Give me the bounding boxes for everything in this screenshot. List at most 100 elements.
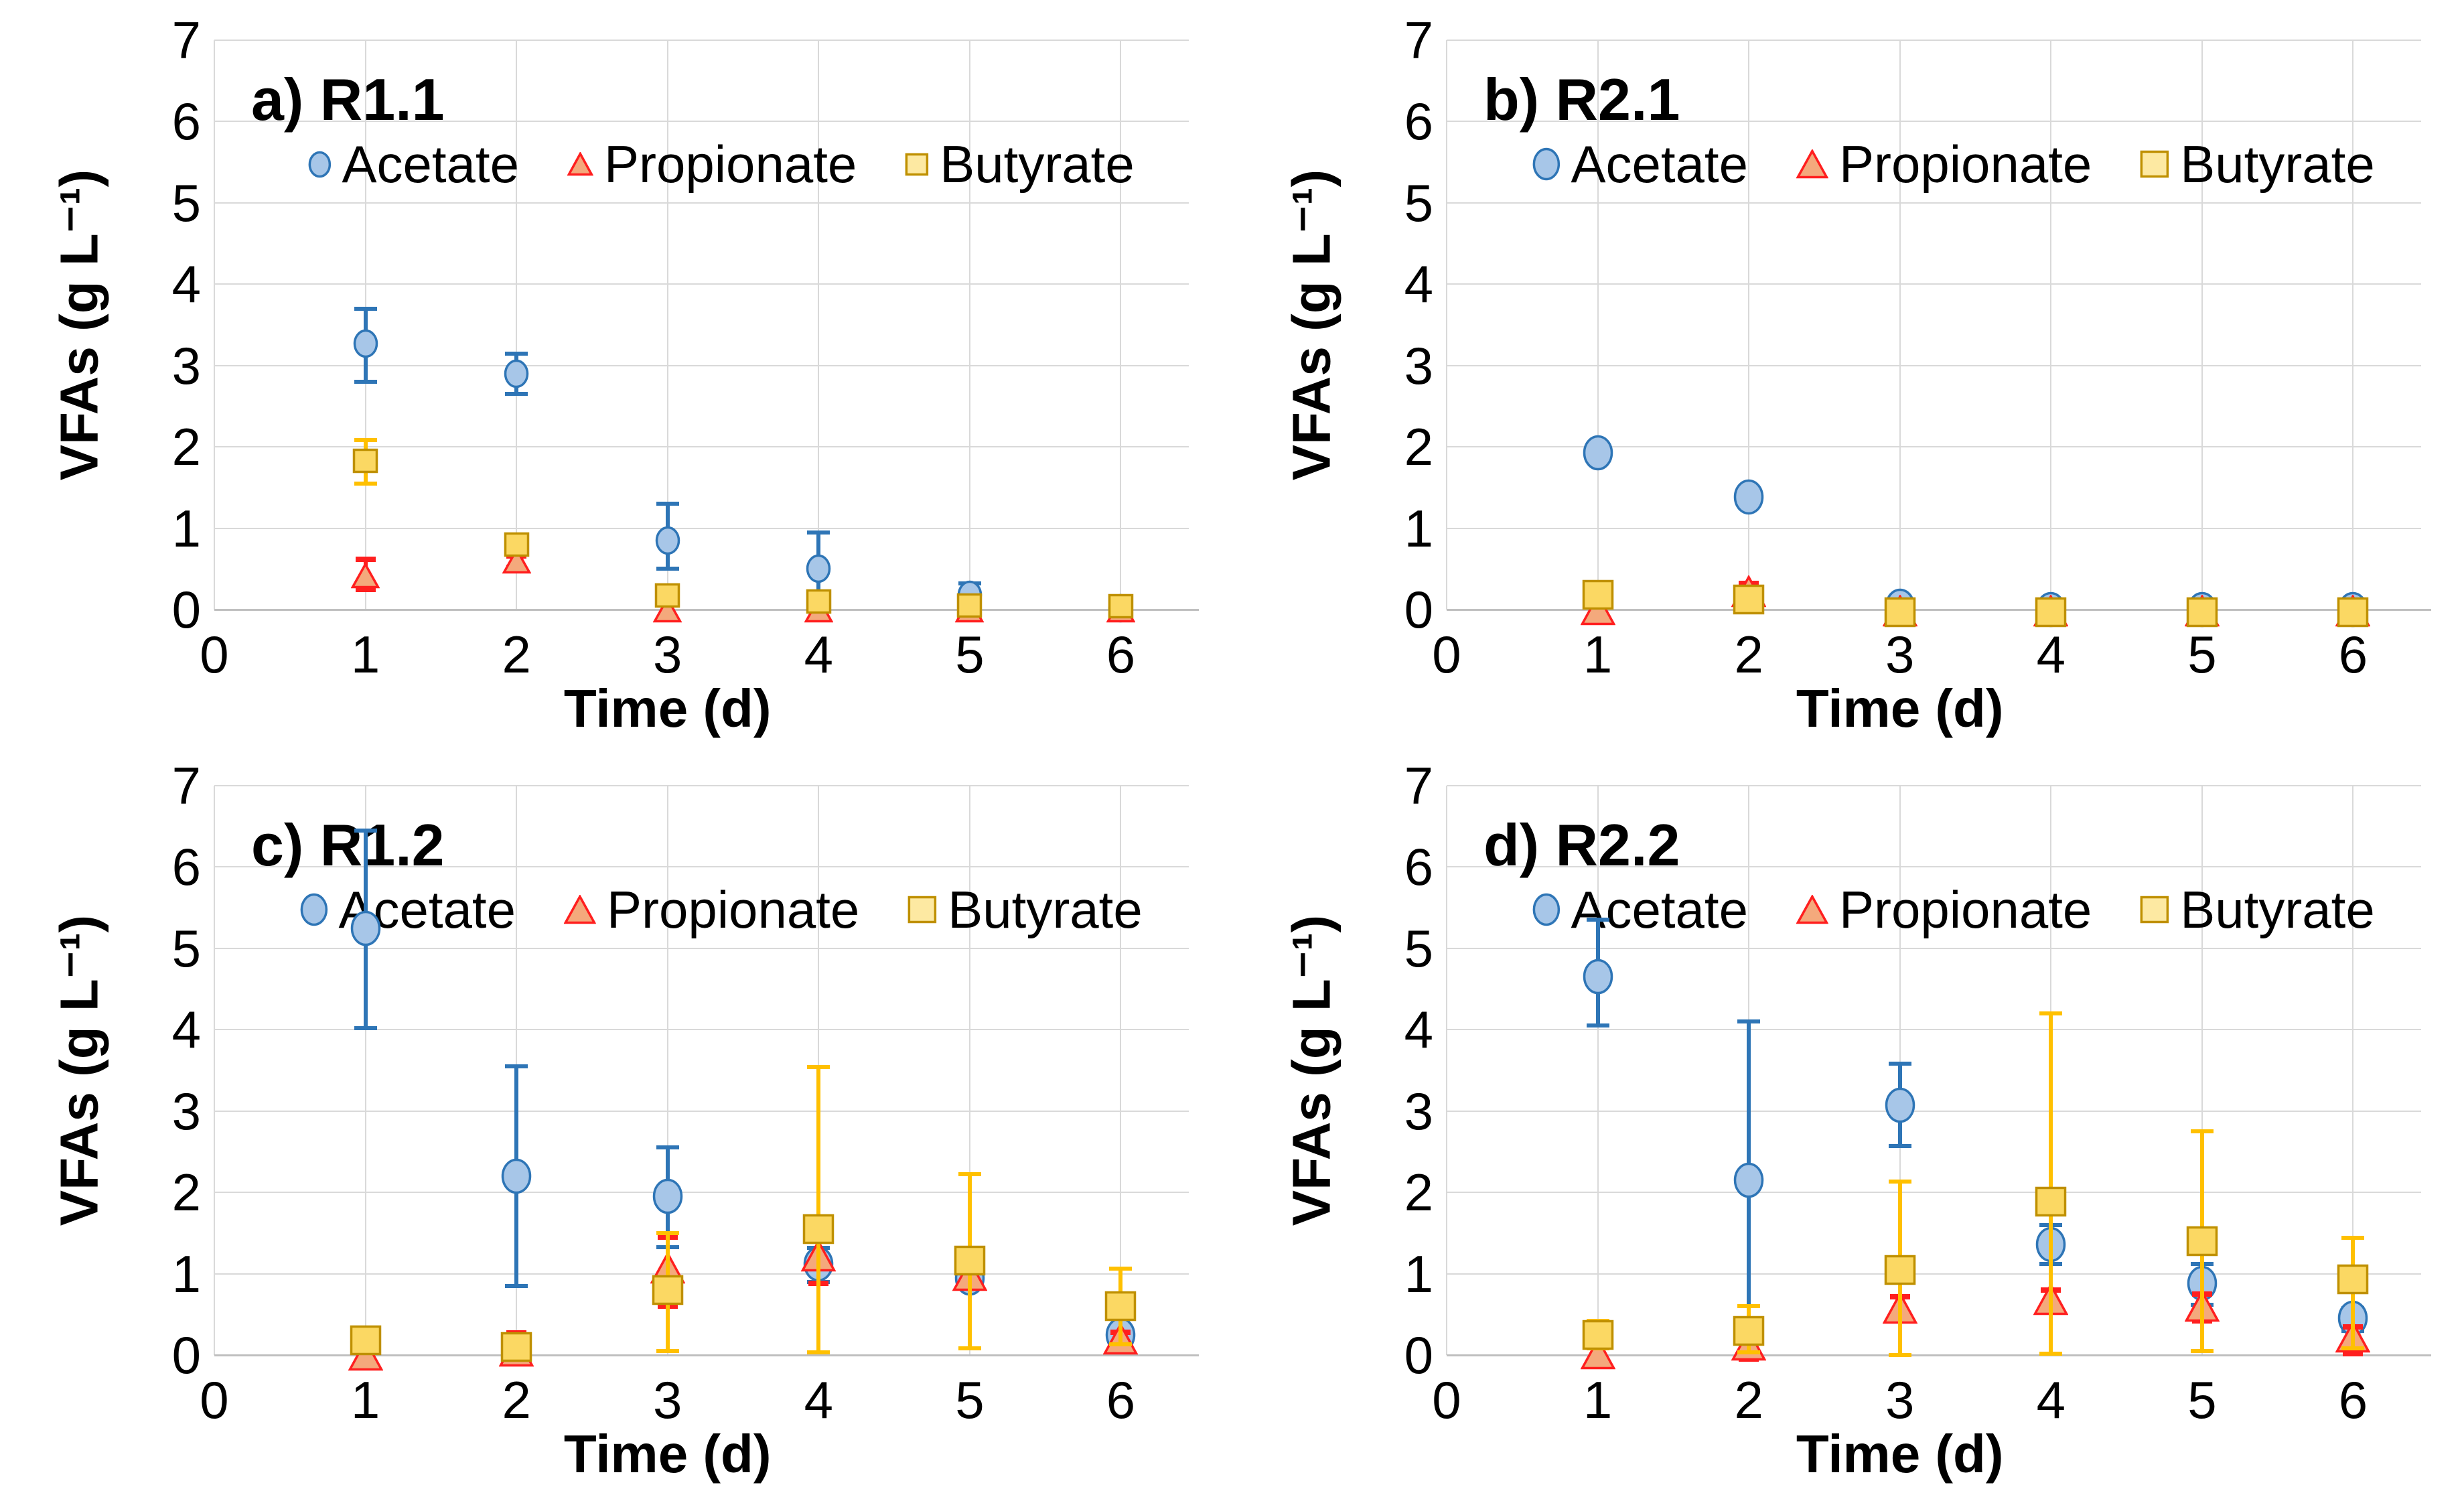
acetate-error-cap-bottom (656, 567, 679, 571)
butyrate-point-day1 (352, 448, 378, 474)
legend-item-butyrate: Butyrate (2140, 134, 2375, 194)
gridline-y7 (214, 40, 1189, 41)
y-tick-label: 6 (171, 92, 201, 151)
gridline-x2 (516, 40, 518, 610)
x-axis-title: Time (d) (1796, 1424, 2004, 1484)
y-tick-label: 1 (1404, 1244, 1433, 1303)
acetate-point-day2 (504, 359, 529, 388)
x-tick-label: 6 (2338, 625, 2368, 684)
legend: Acetate Propionate Butyrate (1532, 134, 2375, 194)
panel-title: b) R2.1 (1483, 66, 1680, 133)
propionate-point-day2 (502, 547, 531, 573)
acetate-legend-circle-icon (1532, 147, 1560, 181)
acetate-error-cap-bottom (505, 1283, 528, 1288)
panel-b-r2-1: 7 6 5 4 3 2 1 0 0 1 2 3 4 5 6 b) R2.1 Acetate Propionate B… (1232, 0, 2464, 746)
gridline-x0 (1446, 40, 1447, 610)
gridline-x5 (968, 40, 970, 610)
gridline-y6 (1447, 121, 2421, 123)
acetate-error-cap-bottom (354, 380, 377, 384)
acetate-point-day1 (353, 329, 378, 358)
y-axis-title: VFAs (g L⁻¹) (49, 169, 109, 481)
butyrate-error-cap-top (958, 1172, 981, 1177)
acetate-point-day3 (655, 526, 680, 555)
x-axis-line (1447, 609, 2431, 611)
gridline-y5 (214, 202, 1189, 204)
butyrate-error-cap-top (2341, 1236, 2365, 1240)
acetate-error-cap-top (354, 306, 377, 311)
plot-area-b: 7 6 5 4 3 2 1 0 0 1 2 3 4 5 6 b) R2.1 Acetate Propionate B… (1404, 11, 2431, 684)
legend-label: Acetate (1571, 135, 1748, 194)
acetate-point-day1 (1583, 435, 1613, 470)
y-axis-title: VFAs (g L⁻¹) (49, 914, 109, 1226)
y-tick-label: 0 (171, 1326, 201, 1384)
acetate-point-day3 (652, 1178, 682, 1214)
butyrate-point-day5 (957, 593, 983, 618)
y-tick-label: 5 (1404, 918, 1433, 978)
y-tick-label: 7 (171, 756, 201, 815)
x-tick-label: 2 (502, 625, 531, 684)
panel-d-r2-2: 7 6 5 4 3 2 1 0 0 1 2 3 4 5 6 d) R2.2 Acetate Propionate B… (1232, 746, 2464, 1491)
gridline-y5 (1447, 947, 2421, 949)
butyrate-error-cap-top (656, 1230, 679, 1235)
butyrate-point-day5 (2186, 1226, 2218, 1257)
gridline-x5 (968, 786, 970, 1355)
gridline-y6 (214, 866, 1189, 868)
butyrate-error-cap-bottom (1888, 1353, 1911, 1357)
gridline-x0 (214, 786, 215, 1355)
butyrate-point-day6 (1105, 1291, 1137, 1322)
y-tick-label: 5 (1404, 173, 1433, 232)
butyrate-point-day2 (504, 532, 529, 557)
butyrate-error-cap-bottom (1109, 1342, 1133, 1347)
gridline-y1 (214, 527, 1189, 529)
butyrate-error-cap-top (2039, 1011, 2063, 1015)
gridline-y3 (1447, 1110, 2421, 1112)
y-tick-label: 0 (171, 580, 201, 639)
butyrate-error-bar (816, 1067, 821, 1353)
legend-label: Acetate (1571, 880, 1748, 939)
legend-item-butyrate: Butyrate (2140, 879, 2375, 940)
butyrate-point-day2 (500, 1332, 532, 1362)
gridline-y3 (214, 1110, 1189, 1112)
x-tick-label: 4 (804, 1370, 833, 1429)
x-tick-label: 1 (1583, 1370, 1613, 1429)
legend-item-butyrate: Butyrate (908, 879, 1143, 940)
x-tick-label: 3 (1885, 625, 1915, 684)
acetate-error-cap-bottom (1888, 1143, 1911, 1148)
propionate-legend-triangle-icon (1796, 895, 1828, 924)
y-tick-label: 4 (1404, 1000, 1433, 1060)
gridline-x5 (2201, 40, 2203, 610)
acetate-error-cap-top (1586, 918, 1609, 922)
x-tick-label: 6 (1106, 625, 1136, 684)
gridline-x0 (1446, 786, 1447, 1355)
gridline-y4 (214, 283, 1189, 285)
y-tick-label: 1 (171, 498, 201, 558)
y-tick-label: 3 (171, 336, 201, 395)
gridline-y7 (1447, 785, 2421, 786)
butyrate-point-day2 (1733, 585, 1765, 615)
plot-area-d: 7 6 5 4 3 2 1 0 0 1 2 3 4 5 6 d) R2.2 Acetate Propionate B… (1404, 756, 2431, 1429)
acetate-point-day4 (806, 555, 831, 583)
x-tick-label: 1 (1583, 625, 1613, 684)
x-axis-title: Time (d) (563, 679, 772, 738)
propionate-point-day3 (653, 596, 682, 622)
butyrate-legend-square-icon (2141, 150, 2169, 178)
gridline-y2 (214, 446, 1189, 448)
y-tick-label: 6 (1404, 92, 1433, 151)
acetate-point-day2 (501, 1158, 532, 1194)
gridline-x0 (214, 40, 215, 610)
panel-title: a) R1.1 (251, 66, 445, 133)
y-tick-label: 1 (1404, 498, 1433, 558)
gridline-y4 (1447, 1029, 2421, 1031)
gridline-y1 (214, 1273, 1189, 1275)
x-tick-label: 6 (2338, 1370, 2368, 1429)
butyrate-error-bar (2049, 1013, 2053, 1354)
y-tick-label: 6 (1404, 837, 1433, 897)
x-tick-label: 5 (2187, 625, 2217, 684)
butyrate-point-day1 (1582, 1320, 1613, 1350)
y-tick-label: 7 (1404, 756, 1433, 815)
y-tick-label: 4 (171, 255, 201, 314)
gridline-y2 (1447, 446, 2421, 448)
acetate-error-cap-top (505, 351, 528, 356)
y-tick-label: 2 (171, 1163, 201, 1222)
